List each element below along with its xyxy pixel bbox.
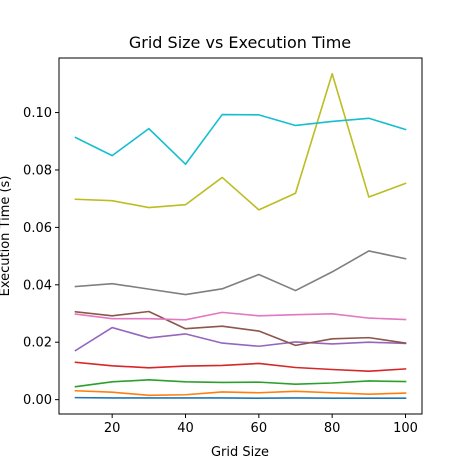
series-line-1 <box>74 396 407 400</box>
ticks-layer: 20 40 60 80 100 0.00 0.02 0.04 0.06 0.08 0.10 <box>23 106 418 436</box>
series-line-2 <box>74 389 407 397</box>
x-tick-label: 40 <box>177 421 194 436</box>
x-axis-label: Grid Size <box>211 445 269 460</box>
y-tick-label: 0.08 <box>23 163 52 178</box>
series-line-4 <box>74 361 407 373</box>
y-tick-label: 0.02 <box>23 336 52 351</box>
x-tick-label: 20 <box>104 421 121 436</box>
series-line-8 <box>74 250 407 296</box>
series-line-10 <box>74 113 407 166</box>
y-tick-label: 0.10 <box>23 106 52 121</box>
series-layer <box>74 72 407 400</box>
series-line-3 <box>74 379 407 388</box>
x-tick-label: 80 <box>324 421 341 436</box>
series-line-7 <box>74 311 407 321</box>
y-tick-label: 0.06 <box>23 221 52 236</box>
y-tick-label: 0.04 <box>23 278 52 293</box>
plot-frame <box>58 57 423 415</box>
x-tick-label: 60 <box>251 421 268 436</box>
y-axis-label: Execution Time (s) <box>0 176 13 297</box>
series-line-9 <box>74 72 407 211</box>
y-tick-label: 0.00 <box>23 393 52 408</box>
series-line-5 <box>74 326 407 352</box>
chart-title: Grid Size vs Execution Time <box>129 33 351 52</box>
series-line-6 <box>74 310 407 347</box>
x-tick-label: 100 <box>393 421 418 436</box>
